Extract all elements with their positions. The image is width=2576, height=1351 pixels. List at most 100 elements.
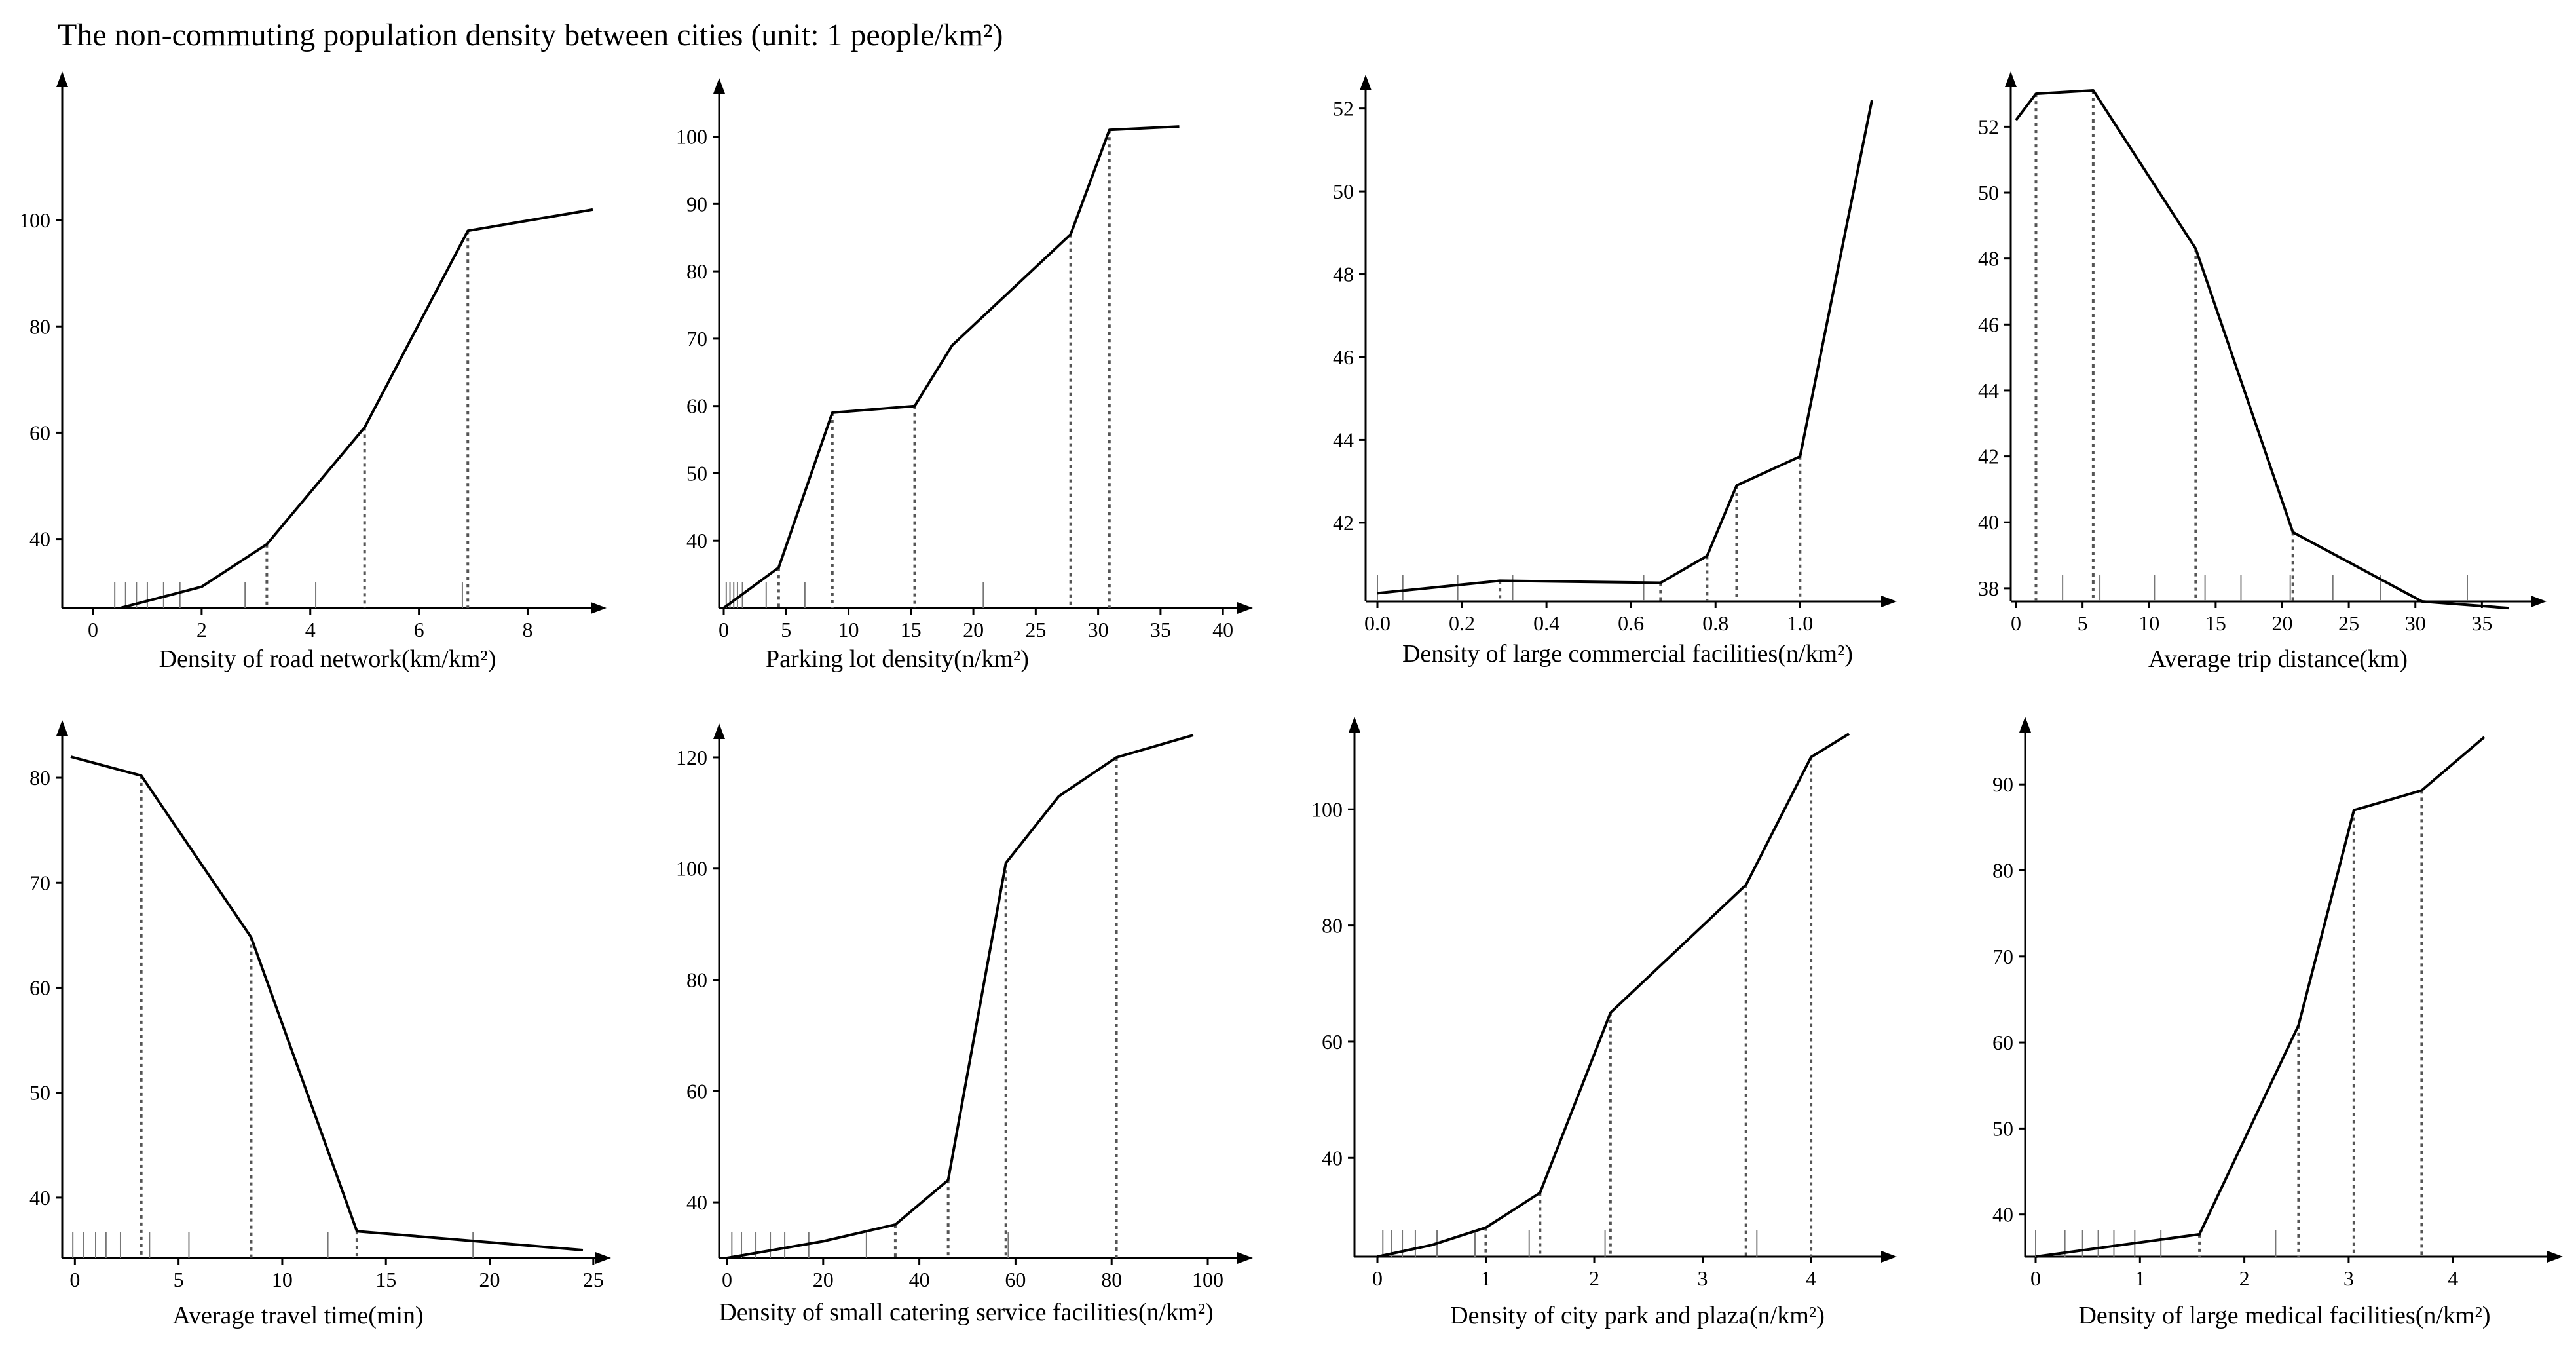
x-tick-label: 0.6 (1618, 611, 1644, 635)
x-tick-label: 6 (414, 618, 424, 641)
y-tick-label: 100 (1311, 797, 1343, 821)
x-tick-label: 35 (1150, 618, 1171, 641)
x-axis-label: Density of city park and plaza(n/km²) (1450, 1302, 1825, 1329)
y-tick-label: 80 (686, 259, 707, 283)
x-axis-arrow (1881, 596, 1897, 607)
x-tick-label: 0.2 (1449, 611, 1475, 635)
chart-panel: 0.0 0.2 0.4 0.6 0.8 1.0 42 44 46 48 50 52 Density of… (1333, 75, 1897, 668)
y-tick-label: 80 (686, 968, 707, 992)
x-tick-label: 15 (375, 1268, 396, 1291)
series-line (1377, 100, 1873, 595)
y-tick-label: 60 (29, 421, 50, 444)
x-tick-label: 0.0 (1364, 611, 1391, 635)
y-tick-label: 50 (29, 1081, 50, 1105)
x-tick-label: 5 (781, 618, 791, 641)
y-tick-label: 60 (29, 976, 50, 999)
x-tick-label: 30 (2405, 611, 2426, 635)
y-tick-label: 52 (1978, 115, 1999, 138)
y-tick-label: 80 (1992, 859, 2013, 883)
y-tick-label: 80 (29, 766, 50, 790)
x-axis-label: Density of large medical facilities(n/km… (2078, 1302, 2490, 1329)
y-tick-label: 38 (1978, 577, 1999, 600)
x-axis-label: Average trip distance(km) (2148, 645, 2408, 673)
series-line (722, 125, 1180, 609)
y-tick-label: 70 (29, 871, 50, 894)
x-tick-label: 80 (1101, 1268, 1122, 1291)
x-tick-label: 3 (2343, 1266, 2354, 1290)
x-tick-label: 25 (1025, 618, 1046, 641)
y-tick-label: 50 (686, 461, 707, 485)
chart-panel: 0 5 10 15 20 25 40 50 60 70 80 Average travel time(… (29, 720, 611, 1329)
x-tick-label: 0 (2011, 611, 2021, 635)
y-tick-label: 46 (1978, 313, 1999, 336)
x-tick-label: 5 (174, 1268, 184, 1291)
x-axis-label: Density of road network(km/km²) (159, 645, 496, 673)
x-tick-label: 35 (2471, 611, 2492, 635)
y-axis-arrow (713, 723, 725, 739)
chart-panel: 0 5 10 15 20 25 30 35 38 40 42 44 46 48 50 52 Average tr… (1978, 71, 2547, 673)
x-tick-label: 15 (2205, 611, 2226, 635)
y-tick-label: 42 (1978, 445, 1999, 468)
y-tick-label: 90 (686, 192, 707, 216)
x-tick-label: 30 (1088, 618, 1109, 641)
y-tick-label: 40 (1978, 510, 1999, 534)
chart-panel: 0 5 10 15 20 25 30 35 40 40 50 60 70 80 90 100 Parking l… (676, 78, 1253, 673)
y-tick-label: 44 (1978, 379, 1999, 402)
series-line (2015, 89, 2509, 610)
y-axis-arrow (56, 71, 68, 87)
y-tick-label: 100 (19, 208, 50, 232)
x-tick-label: 20 (813, 1268, 834, 1291)
x-tick-label: 8 (522, 618, 532, 641)
x-axis-arrow (1881, 1251, 1897, 1263)
y-tick-label: 52 (1333, 97, 1354, 121)
x-tick-label: 1 (2135, 1266, 2145, 1290)
y-tick-label: 44 (1333, 428, 1354, 451)
y-axis-arrow (1360, 75, 1372, 90)
x-tick-label: 0 (2030, 1266, 2041, 1290)
x-tick-label: 0 (88, 618, 98, 641)
y-tick-label: 80 (29, 314, 50, 338)
series-line (2035, 736, 2486, 1258)
y-tick-label: 120 (676, 746, 707, 769)
x-axis-arrow (2547, 1251, 2563, 1263)
y-tick-label: 60 (686, 1079, 707, 1103)
x-axis-label: Density of large commercial facilities(n… (1402, 640, 1853, 668)
y-tick-label: 70 (1992, 945, 2013, 968)
y-axis-arrow (56, 720, 68, 736)
y-tick-label: 40 (686, 1190, 707, 1214)
x-axis-arrow (591, 602, 607, 614)
x-axis-arrow (595, 1252, 611, 1264)
x-axis-arrow (2531, 596, 2547, 607)
series-line (70, 755, 584, 1251)
x-tick-label: 2 (2239, 1266, 2250, 1290)
x-tick-label: 0 (1372, 1266, 1383, 1290)
x-tick-label: 10 (838, 618, 859, 641)
y-tick-label: 90 (1992, 772, 2013, 796)
x-tick-label: 1.0 (1787, 611, 1813, 635)
x-axis-label: Parking lot density(n/km²) (766, 645, 1029, 673)
y-tick-label: 60 (686, 394, 707, 418)
y-tick-label: 40 (1992, 1203, 2013, 1227)
x-tick-label: 25 (2338, 611, 2359, 635)
series-line (726, 734, 1194, 1259)
x-tick-label: 4 (1806, 1266, 1816, 1290)
y-tick-label: 50 (1333, 180, 1354, 203)
y-tick-label: 40 (29, 527, 50, 551)
x-tick-label: 20 (479, 1268, 500, 1291)
series-line (1377, 733, 1850, 1258)
x-tick-label: 1 (1481, 1266, 1491, 1290)
x-tick-label: 0 (722, 1268, 732, 1291)
x-axis-label: Density of small catering service facili… (719, 1299, 1213, 1326)
y-tick-label: 48 (1333, 263, 1354, 286)
x-tick-label: 0 (69, 1268, 80, 1291)
y-tick-label: 50 (1978, 181, 1999, 204)
x-tick-label: 40 (1212, 618, 1233, 641)
x-tick-label: 40 (909, 1268, 930, 1291)
x-tick-label: 15 (901, 618, 922, 641)
y-tick-label: 100 (676, 857, 707, 881)
y-tick-label: 60 (1992, 1031, 2013, 1054)
page-title: The non-commuting population density bet… (58, 18, 1003, 52)
x-tick-label: 0.8 (1702, 611, 1728, 635)
y-tick-label: 50 (1992, 1116, 2013, 1140)
